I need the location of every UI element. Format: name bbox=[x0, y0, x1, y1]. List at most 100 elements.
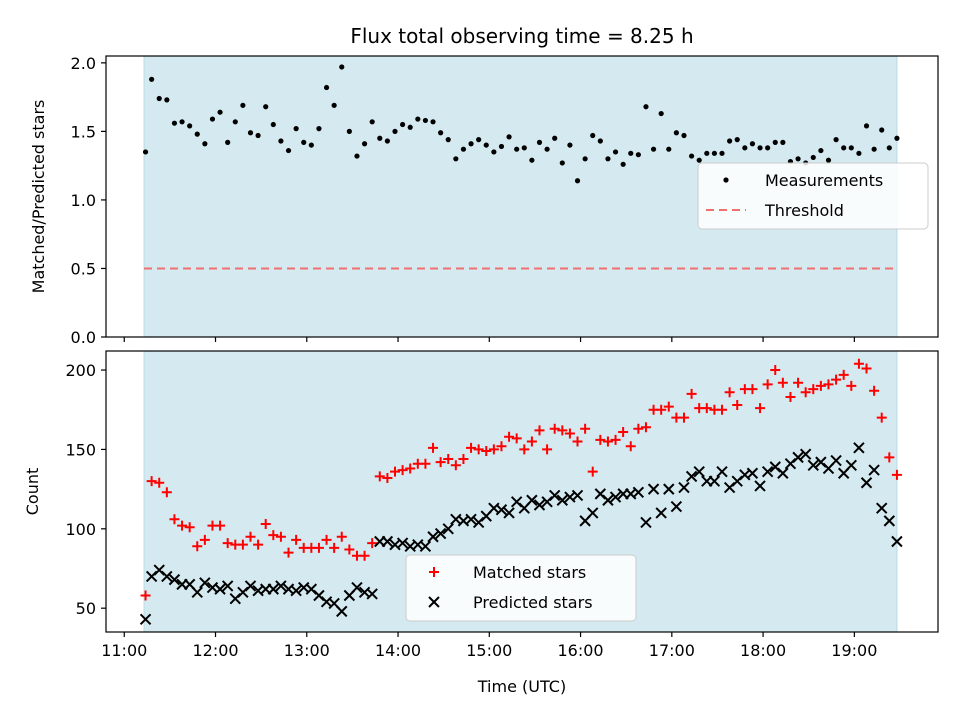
predicted-stars-point bbox=[761, 465, 774, 478]
matched-stars-point bbox=[542, 444, 553, 455]
measurement-point bbox=[536, 139, 543, 145]
matched-stars-point bbox=[496, 441, 507, 452]
matched-stars-point bbox=[564, 428, 575, 439]
x-tick-label: 16:00 bbox=[558, 641, 604, 660]
measurement-point bbox=[422, 117, 429, 124]
predicted-stars-point bbox=[427, 531, 439, 543]
predicted-stars-point bbox=[830, 454, 842, 467]
matched-stars-point bbox=[701, 403, 712, 414]
y-tick-label: 1.5 bbox=[71, 122, 96, 141]
axes-frame bbox=[105, 350, 939, 633]
measurement-point bbox=[354, 153, 360, 159]
predicted-stars-point bbox=[632, 486, 645, 499]
predicted-stars-point bbox=[465, 513, 477, 525]
matched-stars-point bbox=[534, 425, 545, 436]
predicted-stars-point bbox=[351, 581, 363, 594]
measurement-point bbox=[780, 139, 786, 145]
measurement-point bbox=[552, 135, 558, 141]
measurement-point bbox=[704, 150, 710, 156]
matched-stars-point bbox=[382, 473, 393, 484]
matched-stars-point bbox=[283, 547, 294, 558]
matched-stars-point bbox=[526, 436, 537, 447]
matched-stars-point bbox=[275, 531, 286, 542]
y-tick-label: 1.0 bbox=[71, 191, 96, 210]
measurement-point bbox=[278, 138, 284, 144]
measurement-point bbox=[688, 153, 695, 159]
measurement-point bbox=[293, 126, 299, 132]
predicted-stars-point bbox=[442, 523, 454, 535]
measurement-point bbox=[377, 135, 383, 141]
matched-stars-point bbox=[724, 387, 735, 398]
x-tick-label: 11:00 bbox=[101, 641, 147, 660]
measurement-point bbox=[567, 142, 573, 148]
measurement-point bbox=[742, 145, 748, 151]
matched-stars-point bbox=[663, 401, 674, 412]
matched-stars-point bbox=[511, 433, 522, 444]
matched-stars-point bbox=[519, 444, 530, 455]
predicted-stars-point bbox=[640, 516, 652, 529]
measurement-point bbox=[316, 126, 322, 132]
measurement-point bbox=[156, 95, 162, 102]
predicted-stars-point bbox=[876, 502, 888, 514]
matched-stars-point bbox=[245, 531, 256, 542]
measurement-point bbox=[255, 132, 261, 139]
measurement-point bbox=[247, 130, 254, 136]
matched-stars-point bbox=[770, 365, 781, 376]
y-tick-label: 0.0 bbox=[71, 328, 96, 347]
matched-stars-point bbox=[420, 458, 431, 469]
measurement-point bbox=[453, 156, 459, 162]
x-tick-label: 17:00 bbox=[649, 641, 695, 660]
legend-box bbox=[405, 554, 637, 622]
matched-stars-point bbox=[215, 520, 226, 531]
legend-x-marker bbox=[428, 596, 440, 608]
predicted-stars-point bbox=[883, 515, 896, 527]
predicted-stars-point bbox=[221, 580, 234, 592]
matched-stars-point bbox=[359, 550, 370, 561]
legend-label: Matched stars bbox=[473, 563, 586, 582]
matched-stars-point bbox=[549, 423, 560, 434]
measurement-point bbox=[863, 123, 870, 129]
measurement-point bbox=[795, 156, 801, 162]
matched-stars-point bbox=[800, 387, 811, 398]
measurement-point bbox=[308, 142, 314, 148]
predicted-stars-point bbox=[434, 527, 447, 540]
matched-stars-point bbox=[405, 463, 416, 474]
x-tick-label: 15:00 bbox=[466, 641, 512, 660]
matched-stars-point bbox=[876, 412, 887, 423]
predicted-stars-point bbox=[556, 494, 569, 506]
matched-stars-point bbox=[823, 379, 834, 390]
matched-stars-point bbox=[184, 522, 195, 533]
predicted-stars-point bbox=[655, 507, 667, 519]
predicted-stars-point bbox=[716, 465, 728, 478]
legend-label: Measurements bbox=[765, 171, 883, 190]
matched-stars-point bbox=[344, 544, 355, 555]
measurement-point bbox=[711, 150, 718, 156]
matched-stars-point bbox=[602, 436, 613, 447]
predicted-stars-point bbox=[845, 459, 858, 472]
matched-stars-point bbox=[732, 399, 743, 410]
matched-stars-point bbox=[260, 519, 271, 530]
count-panel: 50 100 150 200 11:00 12:00 13:00 14:00 15:00 16:0… bbox=[23, 350, 939, 696]
predicted-stars-point bbox=[777, 467, 789, 479]
legend-plus-marker bbox=[429, 567, 439, 577]
predicted-stars-point bbox=[336, 605, 348, 618]
measurement-point bbox=[498, 143, 505, 150]
measurement-point bbox=[217, 109, 223, 115]
matched-stars-point bbox=[831, 374, 842, 385]
matched-stars-point bbox=[777, 377, 788, 388]
measurement-point bbox=[171, 120, 178, 126]
x-tick-label: 14:00 bbox=[375, 641, 421, 660]
measurement-point bbox=[202, 141, 208, 147]
predicted-stars-point bbox=[609, 491, 622, 503]
matched-stars-point bbox=[336, 531, 347, 542]
predicted-stars-point bbox=[199, 577, 211, 589]
measurement-point bbox=[346, 128, 352, 134]
matched-stars-point bbox=[610, 434, 621, 445]
matched-stars-point bbox=[618, 426, 629, 437]
matched-stars-point bbox=[481, 446, 492, 457]
measurement-point bbox=[339, 64, 345, 70]
predicted-stars-point bbox=[571, 489, 584, 502]
measurement-point bbox=[833, 137, 839, 143]
legend-box bbox=[697, 162, 929, 230]
measurement-point bbox=[825, 157, 832, 163]
